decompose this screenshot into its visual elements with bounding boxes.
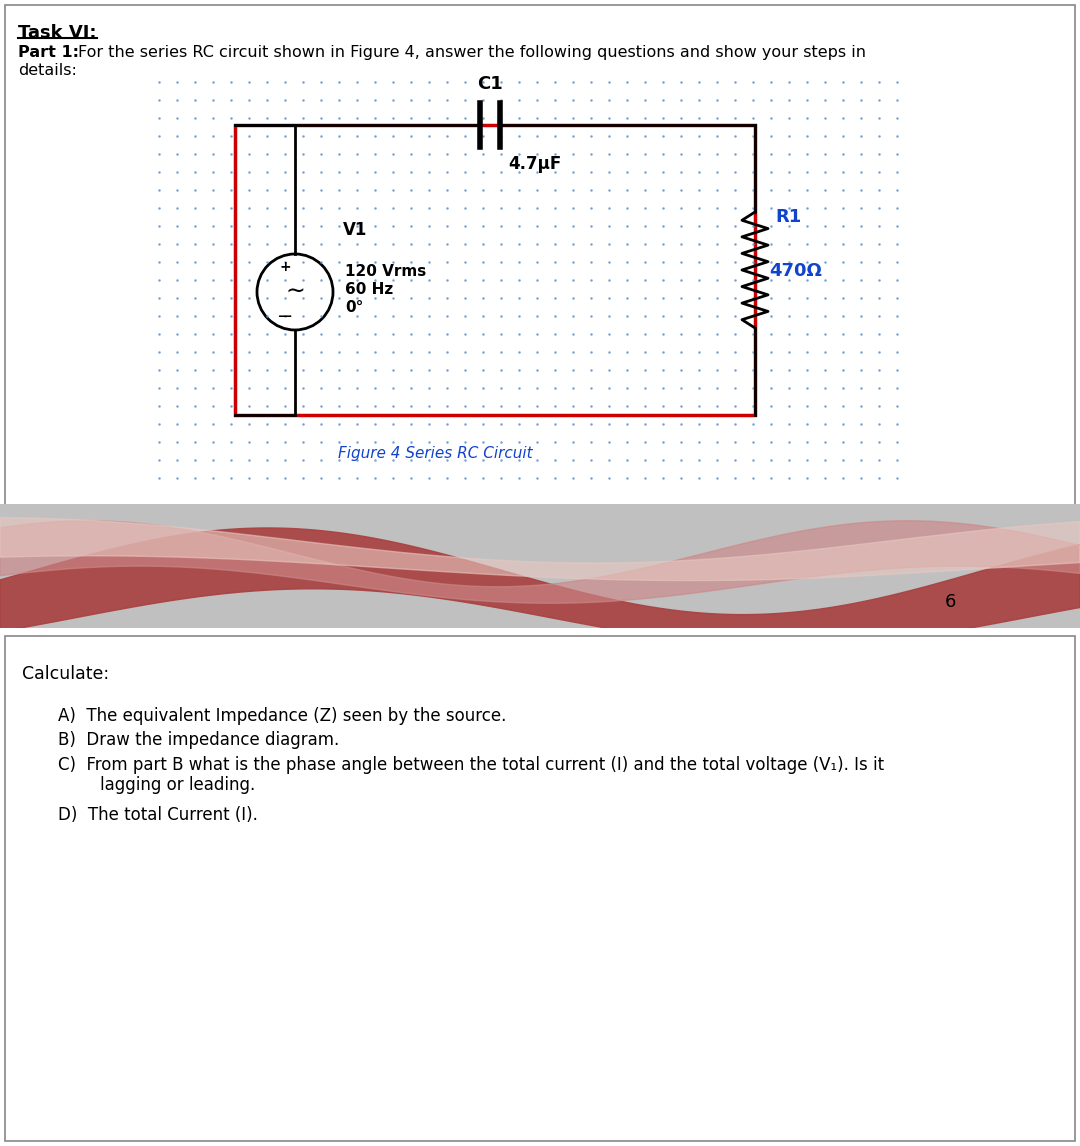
Text: R1: R1 (775, 207, 801, 226)
Bar (235, 125, 755, 415)
Text: details:: details: (18, 63, 77, 78)
Text: ∼: ∼ (285, 280, 305, 304)
Text: V1: V1 (343, 221, 367, 240)
Text: Part 1:: Part 1: (18, 45, 79, 60)
Text: C1: C1 (477, 74, 503, 93)
Text: C)  From part B what is the phase angle between the total current (I) and the to: C) From part B what is the phase angle b… (58, 756, 885, 775)
Text: 6: 6 (944, 594, 956, 611)
Text: D)  The total Current (I).: D) The total Current (I). (58, 807, 258, 824)
Text: lagging or leading.: lagging or leading. (58, 777, 255, 794)
Text: A)  The equivalent Impedance (Z) seen by the source.: A) The equivalent Impedance (Z) seen by … (58, 706, 507, 724)
Text: 0°: 0° (345, 300, 363, 315)
Text: Task VI:: Task VI: (18, 24, 96, 42)
Text: +: + (280, 260, 291, 274)
Text: 470Ω: 470Ω (769, 262, 822, 280)
Text: 60 Hz: 60 Hz (345, 282, 393, 298)
Text: −: − (276, 307, 293, 327)
Text: Calculate:: Calculate: (22, 665, 109, 683)
Text: Figure 4 Series RC Circuit: Figure 4 Series RC Circuit (338, 447, 532, 462)
Text: B)  Draw the impedance diagram.: B) Draw the impedance diagram. (58, 731, 339, 749)
Text: 4.7μF: 4.7μF (508, 155, 562, 173)
Text: For the series RC circuit shown in Figure 4, answer the following questions and : For the series RC circuit shown in Figur… (78, 45, 866, 60)
Text: 120 Vrms: 120 Vrms (345, 265, 427, 280)
